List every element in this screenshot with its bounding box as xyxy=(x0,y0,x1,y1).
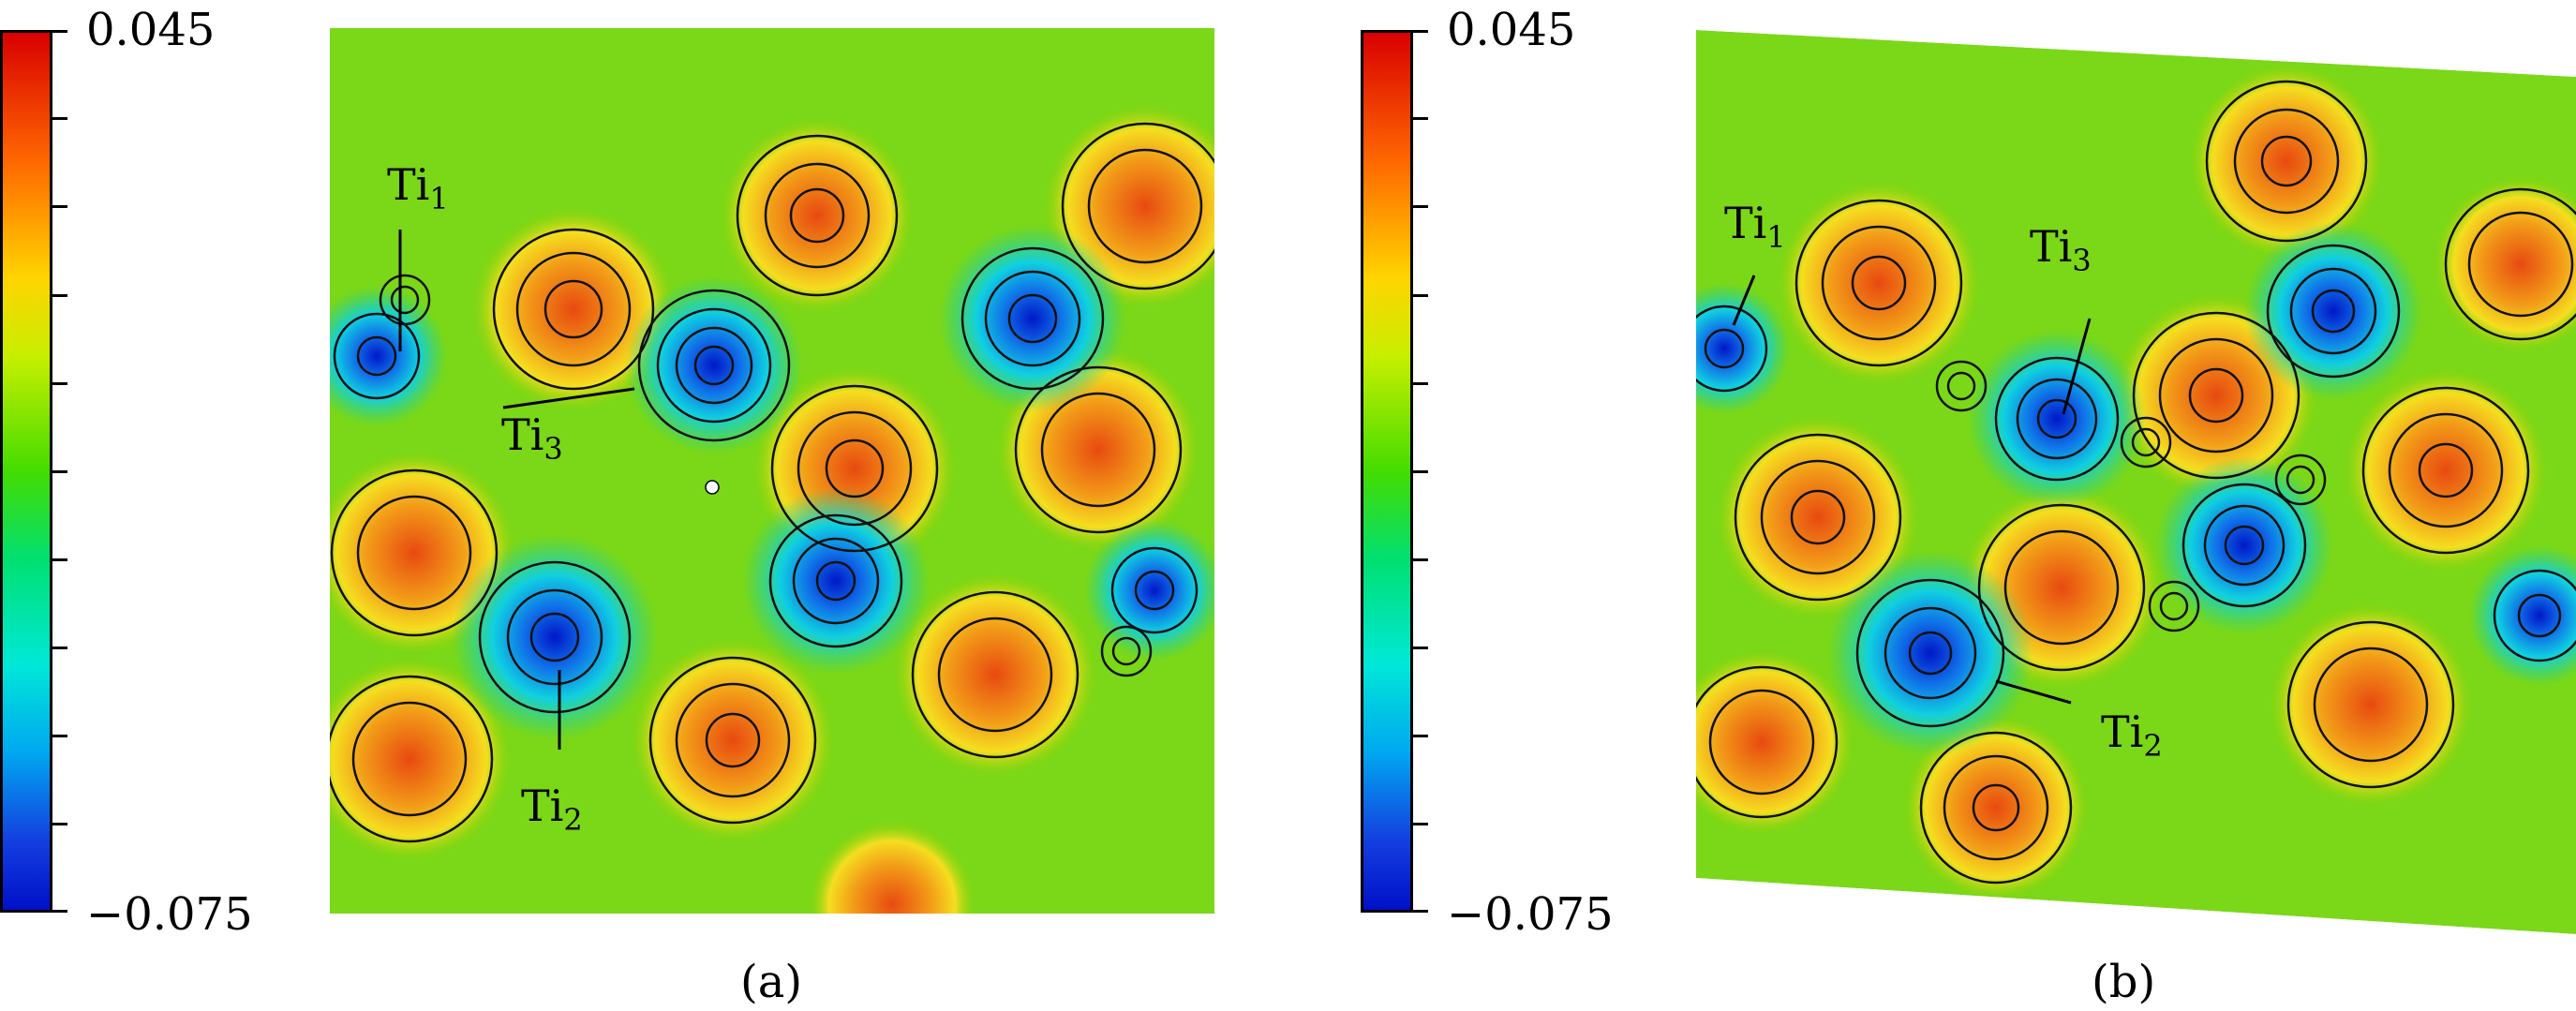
panel-b-contours xyxy=(1696,80,2576,885)
colorbar-a-tick xyxy=(52,470,67,473)
panel-b-ti1-base: Ti xyxy=(1724,198,1767,248)
panel-b-ti1-label: Ti1 xyxy=(1724,201,1786,252)
panel-a-marker-dot xyxy=(705,480,720,495)
colorbar-b-tick xyxy=(1413,647,1428,649)
colorbar-b-tick xyxy=(1413,382,1428,385)
colorbar-b-tick xyxy=(1413,735,1428,737)
panel-a-ti1-sub: 1 xyxy=(429,181,449,216)
panel-a-ti1-base: Ti xyxy=(387,159,430,210)
panel-a-negative-regions xyxy=(330,225,1214,740)
colorbar-a-tick xyxy=(52,30,67,33)
panel-b-map xyxy=(1696,30,2576,934)
panel-b-ti3-base: Ti xyxy=(2030,221,2073,272)
colorbar-a-tick xyxy=(52,382,67,385)
panel-a-ti2-sub: 2 xyxy=(563,802,583,838)
colorbar-a-tick xyxy=(52,117,67,120)
panel-b-ti3-sub: 3 xyxy=(2072,243,2092,278)
colorbar-a-tick xyxy=(52,823,67,825)
colorbar-a-tick xyxy=(52,294,67,297)
panel-a-contours xyxy=(330,122,1214,843)
colorbar-b xyxy=(1361,30,1413,913)
panel-b-ti2-base: Ti xyxy=(2101,706,2144,757)
colorbar-b-tick xyxy=(1413,823,1428,825)
colorbar-a-tick xyxy=(52,647,67,649)
panel-b-ti3-leader xyxy=(2062,318,2092,415)
colorbar-a-tick xyxy=(52,910,67,913)
panel-a-ti1-label: Ti1 xyxy=(387,163,449,214)
panel-b-ti2-sub: 2 xyxy=(2143,728,2163,764)
panel-a-ti3-sub: 3 xyxy=(543,431,563,467)
panel-b-ti3-label: Ti3 xyxy=(2030,225,2092,275)
panel-a-map xyxy=(330,28,1214,914)
panel-b-label: (b) xyxy=(2092,956,2156,1008)
panel-a-ti3-label: Ti3 xyxy=(501,413,563,464)
panel-a-ti3-base: Ti xyxy=(501,409,544,460)
panel-a-ti3-leader xyxy=(502,387,635,409)
panel-b-ti1-leader xyxy=(1732,275,1756,326)
colorbar-b-tick xyxy=(1413,558,1428,561)
colorbar-b-tick xyxy=(1413,117,1428,120)
panel-b-positive-regions xyxy=(1696,63,2576,901)
panel-a-ti2-base: Ti xyxy=(521,781,564,831)
colorbar-b-gradient xyxy=(1363,33,1410,910)
colorbar-b-tick xyxy=(1413,294,1428,297)
colorbar-a-min-label: −0.075 xyxy=(86,888,253,941)
colorbar-a-tick xyxy=(52,735,67,737)
colorbar-b-tick xyxy=(1413,30,1428,33)
colorbar-b-min-label: −0.075 xyxy=(1447,888,1614,941)
colorbar-b-tick xyxy=(1413,470,1428,473)
colorbar-b-tick xyxy=(1413,910,1428,913)
panel-b-ti2-leader xyxy=(1995,679,2072,705)
colorbar-b-tick xyxy=(1413,205,1428,208)
colorbar-a-gradient xyxy=(3,33,50,910)
colorbar-a xyxy=(0,30,52,913)
colorbar-b-max-label: 0.045 xyxy=(1447,4,1576,56)
panel-a-ti2-label: Ti2 xyxy=(521,784,583,835)
panel-a-label: (a) xyxy=(740,956,803,1008)
colorbar-a-tick xyxy=(52,205,67,208)
colorbar-a-max-label: 0.045 xyxy=(86,4,216,56)
panel-b-ti2-label: Ti2 xyxy=(2101,710,2163,761)
panel-b-ti1-sub: 1 xyxy=(1766,219,1786,255)
colorbar-a-tick xyxy=(52,558,67,561)
